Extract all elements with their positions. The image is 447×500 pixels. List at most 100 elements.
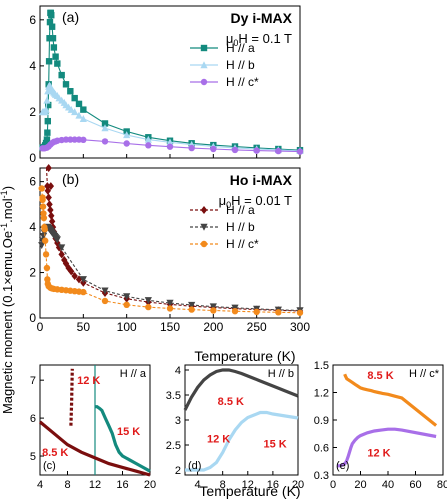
data-point-b-0 xyxy=(65,264,72,272)
series-line-c-2 xyxy=(69,368,74,426)
data-point-a-1 xyxy=(101,124,109,132)
y-tick-label-b: 4 xyxy=(29,220,36,234)
data-point-b-2 xyxy=(42,237,49,244)
data-point-b-0 xyxy=(46,200,53,209)
legend-marker-a-0 xyxy=(200,44,208,52)
data-point-a-0 xyxy=(42,139,50,147)
data-point-b-2 xyxy=(123,301,130,309)
series-line-e-1 xyxy=(337,427,437,468)
data-point-b-2 xyxy=(145,303,152,311)
y-tick-label-b: 6 xyxy=(29,175,36,189)
y-tick-label-b: 2 xyxy=(29,266,36,280)
y-tick-label-a: 0 xyxy=(29,151,36,165)
x-tick-label-e: 40 xyxy=(382,479,394,491)
series-line-d-0 xyxy=(183,368,299,411)
y-tick-label-d: 3.5 xyxy=(166,390,181,402)
y-tick-label-d: 2 xyxy=(175,465,181,477)
data-point-a-0 xyxy=(49,35,57,42)
data-point-a-0 xyxy=(46,18,54,26)
data-point-b-2 xyxy=(43,264,51,272)
x-tick-label-c: 8 xyxy=(64,479,70,491)
data-point-b-1 xyxy=(79,276,87,284)
y-tick-label-d: 2.5 xyxy=(166,440,181,452)
data-point-b-0 xyxy=(44,186,51,195)
legend-marker-b-0 xyxy=(200,206,208,214)
x-tick-label-b: 0 xyxy=(37,320,44,334)
data-point-b-0 xyxy=(47,206,54,215)
data-point-a-2 xyxy=(275,147,282,155)
series-line-b-2 xyxy=(41,188,301,314)
data-point-a-2 xyxy=(166,143,174,150)
data-point-a-0 xyxy=(46,35,53,42)
legend-entry-a-0: H // a xyxy=(226,41,255,55)
data-point-a-2 xyxy=(231,146,239,154)
data-point-a-0 xyxy=(45,101,52,109)
data-point-a-2 xyxy=(123,140,130,147)
data-point-b-2 xyxy=(188,306,195,313)
x-tick-label-d: 4 xyxy=(194,479,200,491)
x-tick-label-b: 100 xyxy=(117,320,137,334)
y-tick-label-a: 6 xyxy=(29,13,36,27)
data-point-a-0 xyxy=(52,53,59,60)
panel-label-d: (d) xyxy=(188,460,201,472)
panel-label-e: (e) xyxy=(336,460,349,472)
x-tick-label-b: 50 xyxy=(77,320,91,334)
data-point-b-2 xyxy=(210,307,217,314)
legend-entry-a-1: H // b xyxy=(226,58,255,72)
y-tick-label-e: 0.9 xyxy=(314,415,329,427)
data-point-a-1 xyxy=(42,105,50,113)
y-tick-label-a: 4 xyxy=(29,59,36,73)
data-point-a-0 xyxy=(44,129,51,136)
data-point-a-1 xyxy=(123,131,131,139)
legend-entry-a-2: H // c* xyxy=(226,75,259,89)
annotation-d-2: 15 K xyxy=(263,439,286,451)
data-point-b-0 xyxy=(58,250,65,259)
x-tick-label-d: 20 xyxy=(292,479,304,491)
data-point-b-1 xyxy=(123,293,131,301)
data-point-b-2 xyxy=(42,251,50,258)
x-tick-label-e: 20 xyxy=(354,479,366,491)
data-point-a-2 xyxy=(101,138,109,145)
data-point-a-0 xyxy=(62,81,70,88)
data-point-b-2 xyxy=(40,214,48,222)
x-tick-label-d: 12 xyxy=(242,479,254,491)
annotation-c-0: 12 K xyxy=(77,375,100,387)
chart-title-b: Ho i-MAX xyxy=(230,172,293,188)
x-tick-label-e: 0 xyxy=(330,479,336,491)
x-tick-label-d: 16 xyxy=(267,479,279,491)
panel-label-c: (c) xyxy=(43,460,56,472)
data-point-b-0 xyxy=(48,211,55,220)
y-tick-label-e: 0.6 xyxy=(314,443,329,455)
x-tick-label-b: 300 xyxy=(290,320,310,334)
data-point-a-0 xyxy=(58,71,65,79)
x-tick-label-c: 12 xyxy=(89,479,101,491)
x-tick-label-e: 80 xyxy=(437,479,447,491)
data-point-a-0 xyxy=(50,44,58,51)
data-point-b-1 xyxy=(38,242,46,250)
data-point-b-1 xyxy=(188,301,196,309)
panel-legend-e: H // c* xyxy=(409,368,440,380)
data-point-a-0 xyxy=(45,58,53,65)
y-tick-label-d: 4 xyxy=(175,365,181,377)
data-point-a-1 xyxy=(79,115,87,123)
y-tick-label-b: 0 xyxy=(29,311,36,325)
x-axis-label-main: Temperature (K) xyxy=(194,348,295,364)
data-point-a-0 xyxy=(80,106,87,113)
data-point-a-0 xyxy=(101,120,109,127)
data-point-b-0 xyxy=(45,193,52,202)
data-point-b-1 xyxy=(144,297,152,305)
plot-frame-b xyxy=(39,167,301,319)
data-point-b-1 xyxy=(166,299,174,307)
data-point-b-0 xyxy=(45,164,52,172)
data-point-a-1 xyxy=(166,138,174,146)
data-point-a-0 xyxy=(71,94,78,102)
data-point-a-0 xyxy=(54,60,61,67)
data-point-b-2 xyxy=(231,307,239,315)
data-point-b-1 xyxy=(58,244,66,252)
data-point-a-0 xyxy=(67,88,74,95)
panel-label-a: (a) xyxy=(62,9,79,25)
data-point-b-2 xyxy=(253,308,260,316)
data-point-a-2 xyxy=(188,144,195,152)
